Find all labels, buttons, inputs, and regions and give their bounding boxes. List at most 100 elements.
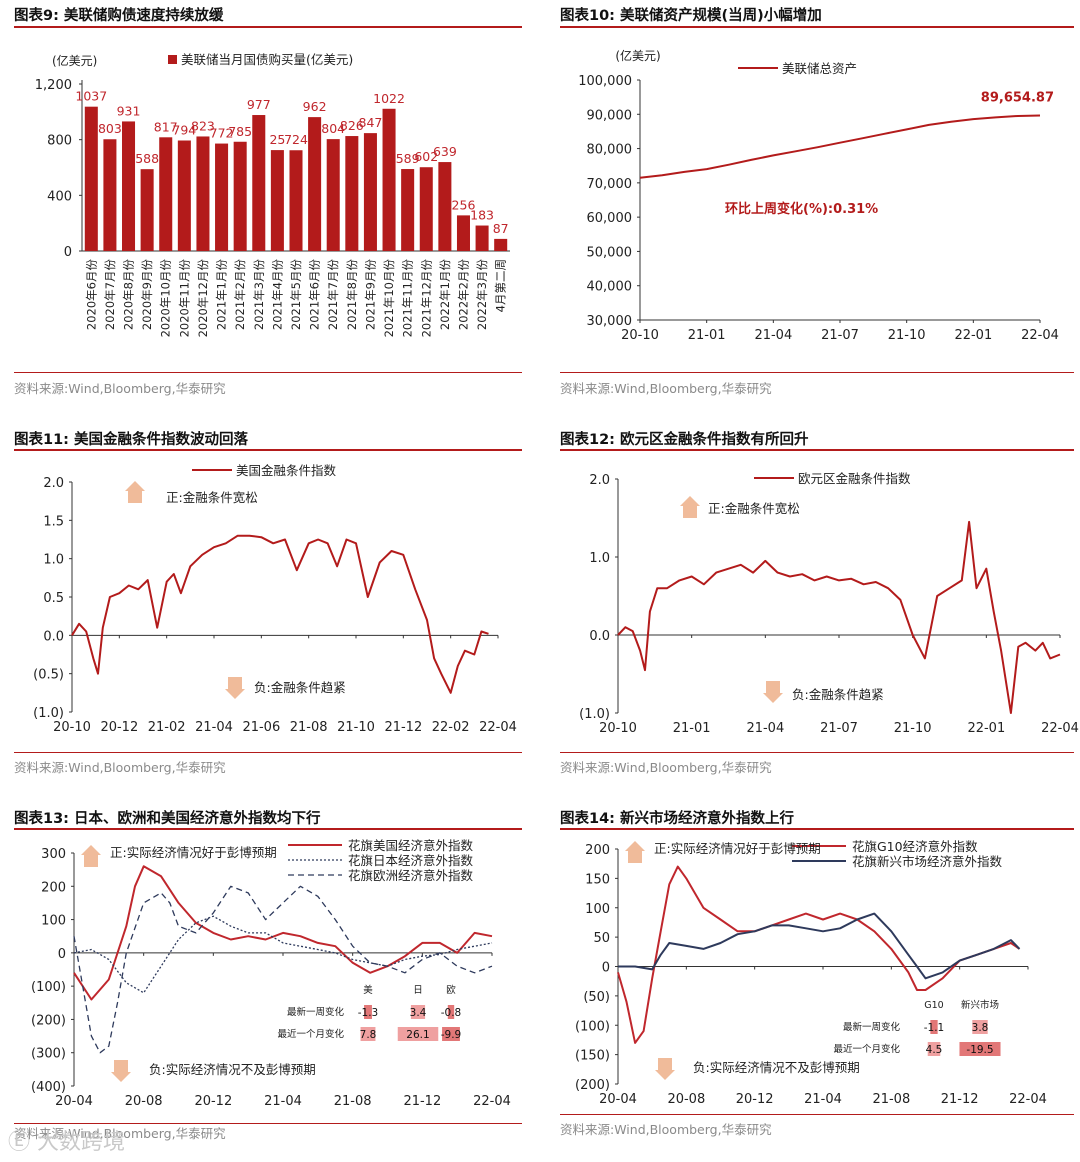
data-label: 772 xyxy=(210,126,234,141)
y-tick-label: (0.5) xyxy=(33,668,64,683)
data-label: 826 xyxy=(340,118,364,133)
bar xyxy=(363,133,377,251)
y-tick-label: 200 xyxy=(41,880,66,895)
x-tick-label: 21-04 xyxy=(195,720,233,735)
legend-label: 花旗日本经济意外指数 xyxy=(348,853,474,868)
x-tick-label: 2022年2月份 xyxy=(456,259,470,331)
x-tick-label: 20-04 xyxy=(599,1092,637,1107)
chart-title: 图表12: 欧元区金融条件指数有所回升 xyxy=(560,432,809,448)
data-label: 25 xyxy=(269,132,285,147)
legend-label: 美国金融条件指数 xyxy=(236,463,337,478)
panel-fig11: 图表11: 美国金融条件指数波动回落 (1.0) (0.5) 0.0 0.5 1.0 1.… xyxy=(14,428,522,778)
data-label: 256 xyxy=(452,197,476,212)
y-tick-label: (1.0) xyxy=(579,707,610,722)
data-label: 588 xyxy=(135,151,159,166)
y-tick-label: 2.0 xyxy=(589,473,610,488)
y-tick-label: 150 xyxy=(585,872,610,887)
table-bar xyxy=(447,1005,455,1019)
lower-note: 负:实际经济情况不及彭博预期 xyxy=(149,1062,316,1077)
panel-fig10: 图表10: 美联储资产规模(当周)小幅增加 30,000 40,000 50,000… xyxy=(560,2,1074,397)
x-tick-label: 22-04 xyxy=(479,720,517,735)
x-tick-label: 21-10 xyxy=(888,328,926,343)
bar xyxy=(401,169,415,251)
x-tick-label: 21-07 xyxy=(820,721,858,736)
x-tick-label: 22-04 xyxy=(1021,328,1059,343)
y-tick-label: 0.0 xyxy=(589,629,610,644)
chart-title: 图表13: 日本、欧洲和美国经济意外指数均下行 xyxy=(14,811,321,827)
table-bar xyxy=(410,1005,426,1019)
x-tick-label: 22-01 xyxy=(954,328,992,343)
bar xyxy=(419,167,433,251)
x-tick-label: 2021年11月份 xyxy=(401,259,415,338)
data-label: 1022 xyxy=(373,91,405,106)
table-value: -9.9 xyxy=(441,1029,462,1041)
table-bar xyxy=(364,1005,372,1019)
y-tick-label: 30,000 xyxy=(587,314,633,329)
x-tick-label: 2021年4月份 xyxy=(270,259,284,331)
y-tick-label: 50 xyxy=(593,931,610,946)
data-label: 847 xyxy=(359,115,383,130)
y-tick-label: 80,000 xyxy=(587,143,633,158)
data-label: 931 xyxy=(117,103,141,118)
y-tick-label: (200) xyxy=(31,1013,66,1028)
table-header: G10 xyxy=(924,1000,943,1011)
x-tick-label: 21-08 xyxy=(290,720,328,735)
x-tick-label: 2021年6月份 xyxy=(308,259,322,331)
x-tick-label: 21-08 xyxy=(872,1092,910,1107)
x-tick-label: 21-10 xyxy=(337,720,375,735)
x-tick-label: 20-10 xyxy=(53,720,91,735)
data-label: 794 xyxy=(172,123,196,138)
source-note: 资料来源:Wind,Bloomberg,华泰研究 xyxy=(14,760,226,775)
x-tick-label: 21-07 xyxy=(821,328,859,343)
y-tick-label: 100 xyxy=(585,902,610,917)
down-arrow-icon xyxy=(225,677,245,699)
legend-label: 花旗欧洲经济意外指数 xyxy=(348,868,474,883)
data-label: 639 xyxy=(433,144,457,159)
x-tick-label: 20-08 xyxy=(667,1092,705,1107)
chart-fig11: (1.0) (0.5) 0.0 0.5 1.0 1.5 2.0 20-10 20-12 21-02… xyxy=(33,463,517,735)
bar xyxy=(252,115,266,251)
x-tick-label: 22-04 xyxy=(1009,1092,1047,1107)
table-bar xyxy=(972,1020,988,1034)
y-tick-label: 300 xyxy=(41,847,66,862)
table-bar xyxy=(959,1042,1001,1056)
up-arrow-icon xyxy=(125,481,145,503)
x-tick-label: 2021年5月份 xyxy=(289,259,303,331)
unit-label: (亿美元) xyxy=(52,53,97,68)
bar xyxy=(177,140,191,251)
table-row-label: 最新一周变化 xyxy=(287,1006,345,1018)
y-tick-label: 800 xyxy=(47,134,72,149)
x-tick-label: 2021年7月份 xyxy=(326,259,340,331)
y-tick-label: (150) xyxy=(575,1049,610,1064)
x-tick-label: 20-12 xyxy=(100,720,138,735)
y-tick-label: 1.5 xyxy=(43,514,64,529)
table-bar xyxy=(442,1027,460,1041)
data-label: 724 xyxy=(284,132,308,147)
up-arrow-icon xyxy=(625,841,645,863)
chart-fig13: (400) (300) (200) (100) 0 100 200 300 20-04 20-08… xyxy=(31,838,511,1109)
series-line xyxy=(73,865,493,1001)
source-note: 资料来源:Wind,Bloomberg,华泰研究 xyxy=(560,1122,772,1137)
data-label: 823 xyxy=(191,118,215,133)
unit-label: (亿美元) xyxy=(615,48,660,63)
table-value: -1.3 xyxy=(358,1007,379,1019)
x-tick-label: 21-12 xyxy=(941,1092,979,1107)
y-tick-label: (300) xyxy=(31,1047,66,1062)
y-tick-label: 0.5 xyxy=(43,591,64,606)
bar xyxy=(289,150,303,251)
upper-note: 正:实际经济情况好于彭博预期 xyxy=(654,841,821,856)
legend-label: 美联储总资产 xyxy=(782,61,857,76)
chart-title: 图表9: 美联储购债速度持续放缓 xyxy=(14,8,224,24)
y-tick-label: 100,000 xyxy=(578,74,632,89)
y-tick-label: 1.0 xyxy=(589,551,610,566)
data-label: 817 xyxy=(154,119,178,134)
bar xyxy=(494,238,508,251)
upper-note: 正:金融条件宽松 xyxy=(708,501,800,516)
table-header: 美 xyxy=(363,984,373,996)
table-header: 日 xyxy=(413,985,423,996)
data-label: 602 xyxy=(414,149,438,164)
x-tick-label: 21-06 xyxy=(242,720,280,735)
series-line xyxy=(71,534,489,694)
table-row-label: 最新一周变化 xyxy=(843,1021,901,1033)
